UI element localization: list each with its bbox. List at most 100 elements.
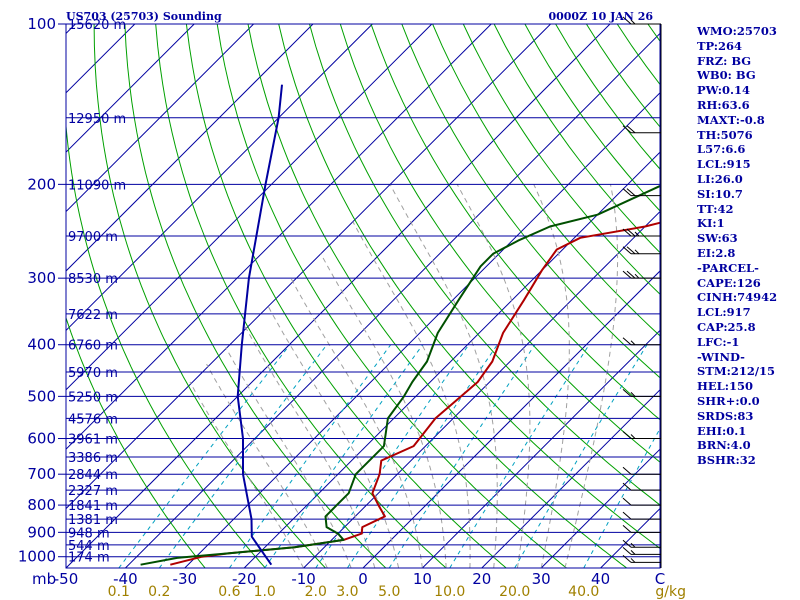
wind-barb-flag [622,16,632,25]
pressure-tick-label: 900 [27,523,56,541]
wind-barb-flag [622,539,632,548]
wind-barb-flag [622,188,632,197]
height-label: 1381 m [68,513,118,528]
dry-adiabat [493,24,660,254]
wind-barb-flag [622,497,632,506]
temperature-tick-label: 30 [532,570,551,588]
height-label: 948 m [68,526,110,541]
temperature-tick-label: 40 [591,570,610,588]
wind-barb-flag [622,482,632,491]
wind-barb [622,482,661,491]
wind-barb-flag [622,246,632,255]
mixing-ratio-tick-label: 1.0 [254,584,276,600]
height-label: 6760 m [68,339,118,354]
index-line: CINH:74942 [697,290,778,305]
dry-adiabat [462,24,660,295]
wind-barb-flag [622,466,632,475]
wind-barb-half [634,231,640,237]
wind-barb-half [630,19,636,25]
wind-barb [622,228,661,237]
temperature-unit-label: C [655,570,665,588]
wind-barb-flag [622,270,632,279]
temperature-tick-label: -30 [173,570,198,588]
mixing-ratio-line [388,344,536,568]
wind-barb [622,16,661,25]
index-line: BSHR:32 [697,453,756,468]
mixing-ratio-tick-label: 0.1 [108,584,130,600]
temperature-tick-label: -50 [54,570,79,588]
height-label: 2844 m [68,468,118,483]
pressure-tick-label: 500 [27,387,56,405]
temperature-tick-label: 20 [472,570,491,588]
wind-barb [622,497,661,506]
mixing-ratio-line [228,344,392,568]
dry-adiabat [401,24,660,379]
wind-barb [622,555,661,563]
index-line: -PARCEL- [697,260,759,275]
isobar-lines [66,23,660,558]
index-line: SW:63 [697,231,738,246]
wind-barb-flag [622,388,632,397]
index-line: CAPE:126 [697,275,761,290]
height-label: 5250 m [68,390,118,405]
height-label: 11090 m [68,178,126,193]
dry-adiabat [309,24,660,506]
index-line: RH:63.6 [697,97,750,112]
isotherm-line [0,24,16,568]
isotherm-line [66,24,611,568]
dry-adiabat [66,316,206,568]
isotherm-line [362,270,660,568]
isotherm-line [66,24,76,35]
isotherm-line [243,151,660,568]
index-line: TT:42 [697,201,734,216]
wind-barb [622,547,661,555]
index-line: SI:10.7 [697,186,743,201]
pressure-unit-label: mb [32,570,56,588]
mixing-ratio-line [583,427,660,568]
mixing-ratio-axis: 0.1 0.2 0.6 1.0 2.0 3.0 5.0 10.0 20.0 40.0 g/kg [108,584,686,600]
mixing-ratio-tick-label: 2.0 [305,584,327,600]
mixing-ratio-tick-label: 3.0 [336,584,358,600]
wind-barb-flag [622,125,632,134]
wind-barb [622,188,661,197]
isotherm-line [66,24,433,391]
mixing-ratio-tick-label: 0.6 [218,584,240,600]
wind-barb-half [630,340,636,346]
moist-adiabat [206,363,328,568]
wind-barb [622,270,661,279]
mixing-ratio-tick-label: 0.2 [148,584,170,600]
height-label: 5970 m [68,366,118,381]
dry-adiabat [124,24,387,568]
isotherm-line [540,448,660,568]
wind-barb-flag [626,228,636,237]
wind-barb [622,524,661,533]
wind-barb-flag [626,188,636,197]
chart-datetime: 0000Z 10 JAN 26 [548,10,653,23]
wind-barb-flag [622,555,632,563]
wind-barb [622,337,661,346]
wind-barb [622,431,661,440]
wind-barb-half [630,542,636,548]
index-line: MAXT:-0.8 [697,112,765,127]
dry-adiabat [247,24,628,568]
index-line: CAP:25.8 [697,319,756,334]
dry-adiabat [66,120,266,568]
index-line: BRN:4.0 [697,438,751,453]
isotherm-line [184,92,660,568]
height-label: 2327 m [68,484,118,499]
pressure-tick-label: 100 [27,15,56,33]
index-line: -WIND- [697,349,745,364]
wind-barb-flag [626,125,636,134]
moist-adiabat [533,184,570,568]
moist-adiabat [266,303,400,568]
temperature-tick-label: 0 [358,570,368,588]
height-label: 3386 m [68,451,118,466]
mixing-ratio-tick-label: 10.0 [434,584,465,600]
pressure-tick-label: 1000 [18,548,56,566]
index-line: EHI:0.1 [697,423,747,438]
isotherm-line [422,329,660,568]
moist-adiabat [290,277,423,568]
wind-barb-flag [626,246,636,255]
isotherm-line [66,24,195,153]
